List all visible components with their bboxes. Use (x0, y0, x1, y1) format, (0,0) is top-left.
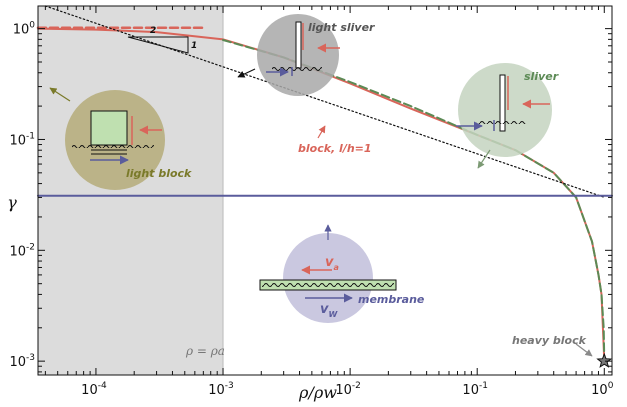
x-tick-label: 10-4 (81, 381, 107, 398)
y-axis-label: γ (7, 193, 17, 212)
rho-equals-rho-a-label: ρ = ρa (185, 344, 225, 358)
y-tick-label: 10-1 (9, 131, 35, 148)
heavy-block-marker (596, 352, 613, 368)
slope-triangle: 2 1 (127, 26, 197, 54)
sliver-inset: sliver (456, 63, 559, 169)
slope-rise-label: 1 (191, 41, 197, 51)
heavy-block-label: heavy block (512, 334, 587, 347)
x-tick-label: 100 (591, 381, 614, 398)
sliver-label: sliver (524, 70, 559, 83)
membrane-inset: va vW membrane (259, 224, 425, 323)
series-line-sliver (222, 39, 606, 363)
light-block-inset: light block (49, 87, 192, 190)
va-label: va (325, 255, 339, 272)
slope-run-label: 2 (150, 26, 156, 36)
membrane-label: membrane (358, 293, 425, 306)
series-line-light-sliver (44, 5, 605, 198)
light-sliver-label: light sliver (308, 21, 375, 34)
y-tick-label: 10-2 (9, 242, 35, 259)
vw-label: vW (320, 302, 338, 319)
plot-frame (37, 5, 613, 376)
x-tick-label: 10-2 (335, 381, 361, 398)
y-tick-label: 10-3 (9, 353, 35, 370)
x-axis-label: ρ/ρw (298, 383, 337, 402)
x-tick-label: 10-1 (462, 381, 488, 398)
y-tick-label: 100 (13, 21, 36, 38)
tick-layer: 10-4 10-3 10-2 10-1 100 10-3 10-2 10-1 100 (9, 6, 614, 398)
heavy-block-annotation: heavy block (512, 334, 593, 357)
light-block-label: light block (126, 167, 192, 180)
series-layer (36, 5, 613, 363)
shaded-region (38, 6, 224, 375)
block-label: block, l/h=1 (298, 142, 372, 155)
x-tick-label: 10-3 (208, 381, 234, 398)
light-sliver-inset: light sliver (237, 14, 375, 96)
block-annotation: block, l/h=1 (298, 125, 372, 155)
